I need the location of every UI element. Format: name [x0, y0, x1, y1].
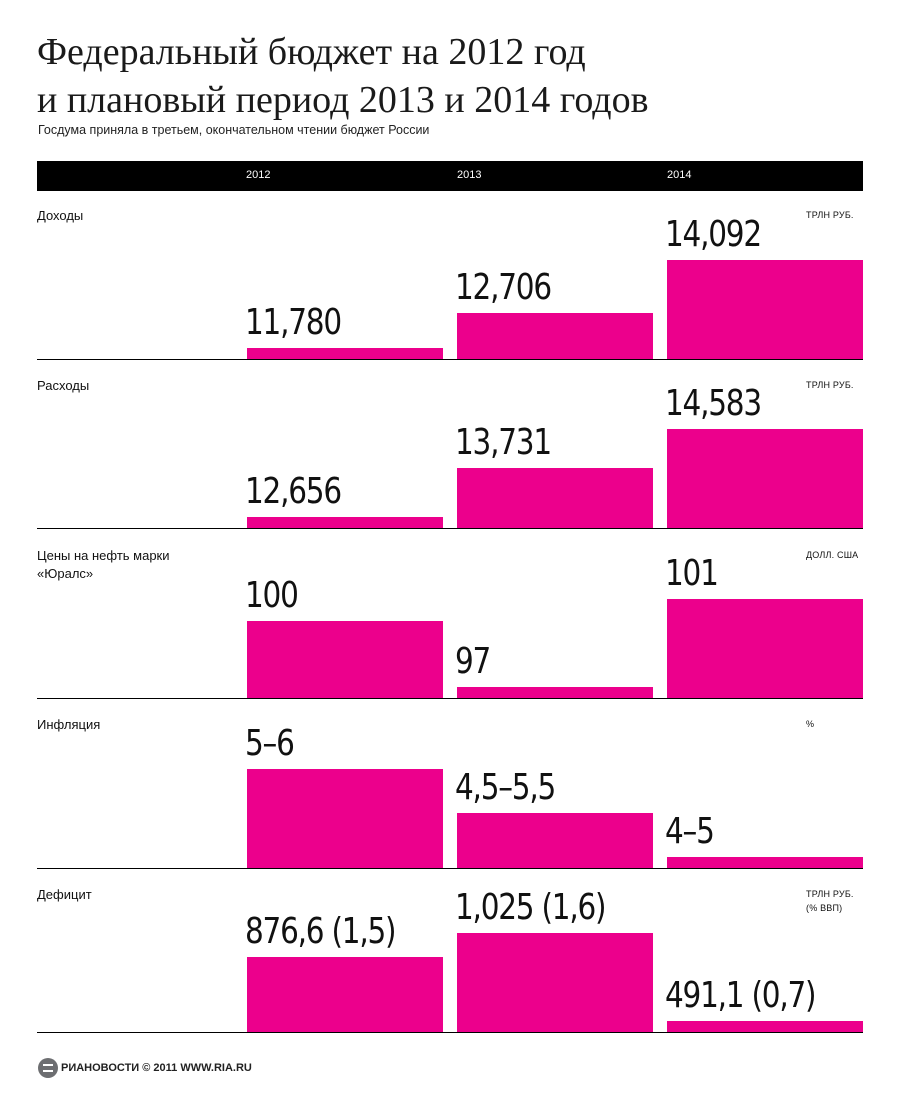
year-2013-header: 2013 — [457, 169, 482, 181]
deficit-value-2012: 876,6 (1,5) — [245, 911, 397, 953]
deficit-bar-2014 — [667, 1021, 863, 1032]
deficit-label: Дефицит — [37, 887, 92, 902]
year-header-bar: 2012 2013 2014 — [37, 161, 863, 191]
inflation-value-2013: 4,5–5,5 — [455, 767, 556, 808]
revenue-value-2014: 14,092 — [665, 214, 762, 255]
expenses-unit: ТРЛН РУБ. — [806, 380, 854, 390]
expenses-divider — [37, 528, 863, 529]
inflation-label: Инфляция — [37, 717, 101, 732]
ria-logo-icon — [38, 1058, 58, 1078]
oil-price-value-2012: 100 — [245, 575, 299, 616]
expenses-value-2013: 13,731 — [455, 421, 552, 463]
inflation-bar-2014 — [667, 857, 863, 868]
title-line-2: и плановый период 2013 и 2014 годов — [37, 79, 649, 121]
inflation-value-2012: 5–6 — [245, 723, 295, 764]
oil-price-bar-2012 — [247, 621, 443, 698]
revenue-bar-2014 — [667, 260, 863, 359]
revenue-value-2012: 11,780 — [245, 302, 342, 343]
footer: РИАНОВОСТИ © 2011 WWW.RIA.RU — [38, 1056, 252, 1080]
oil-price-divider — [37, 698, 863, 699]
deficit-unit: ТРЛН РУБ. (% ВВП) — [806, 889, 854, 913]
expenses-bar-2012 — [247, 517, 443, 528]
revenue-unit: ТРЛН РУБ. — [806, 210, 854, 220]
deficit-value-2014: 491,1 (0,7) — [665, 975, 817, 1016]
inflation-bar-2013 — [457, 813, 653, 868]
oil-price-value-2014: 101 — [665, 553, 719, 594]
footer-credit: РИАНОВОСТИ © 2011 WWW.RIA.RU — [61, 1062, 252, 1074]
oil-price-unit: ДОЛЛ. США — [806, 550, 859, 560]
expenses-bar-2013 — [457, 467, 653, 528]
subtitle: Госдума приняла в третьем, окончательном… — [38, 123, 430, 137]
oil-price-label: Цены на нефть марки «Юралс» — [37, 548, 170, 581]
page-title: Федеральный бюджет на 2012 год и плановы… — [37, 28, 877, 124]
revenue-divider — [37, 359, 863, 360]
expenses-value-2012: 12,656 — [245, 471, 342, 512]
year-2012-header: 2012 — [246, 169, 271, 181]
expenses-label: Расходы — [37, 378, 90, 393]
oil-price-bar-2014 — [667, 599, 863, 698]
oil-price-bar-2013 — [457, 687, 653, 698]
title-line-1: Федеральный бюджет на 2012 год — [37, 31, 586, 73]
deficit-bar-2012 — [247, 957, 443, 1032]
inflation-bar-2012 — [247, 769, 443, 868]
revenue-bar-2013 — [457, 312, 653, 359]
inflation-value-2014: 4–5 — [665, 811, 715, 852]
deficit-value-2013: 1,025 (1,6) — [455, 887, 607, 928]
revenue-label: Доходы — [37, 208, 84, 223]
deficit-divider — [37, 1032, 863, 1033]
revenue-value-2013: 12,706 — [455, 266, 552, 308]
inflation-divider — [37, 868, 863, 869]
year-2014-header: 2014 — [667, 169, 692, 181]
oil-price-value-2013: 97 — [455, 641, 491, 682]
deficit-bar-2013 — [457, 933, 653, 1032]
expenses-value-2014: 14,583 — [665, 383, 762, 424]
expenses-bar-2014 — [667, 429, 863, 528]
revenue-bar-2012 — [247, 348, 443, 359]
inflation-unit: % — [806, 719, 815, 729]
